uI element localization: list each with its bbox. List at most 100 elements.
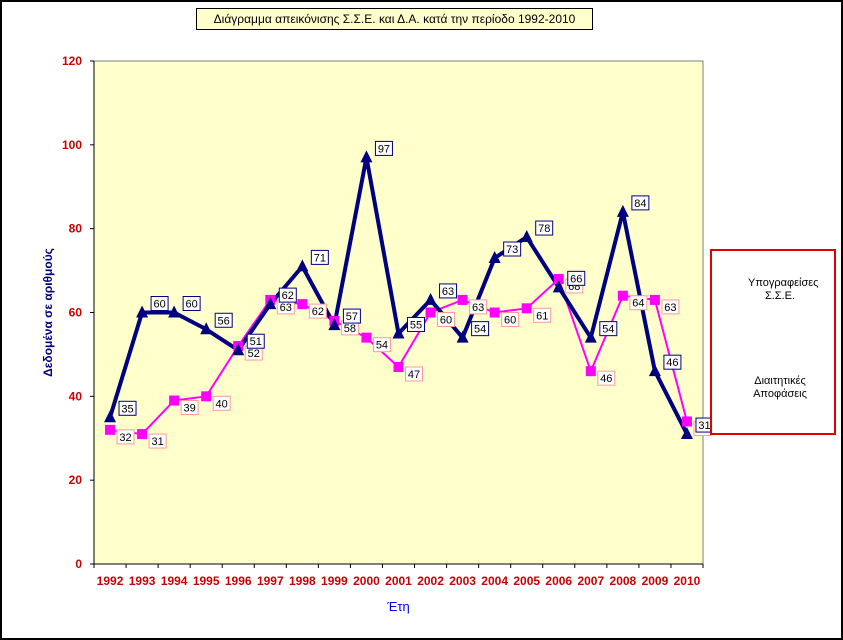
point-sse	[136, 305, 149, 318]
data-label-sse: 71	[310, 249, 329, 265]
x-tick-label: 2006	[545, 574, 572, 588]
data-label-sse-text: 51	[250, 336, 262, 348]
data-label-sse-text: 84	[634, 198, 646, 210]
data-label-sse-box	[374, 140, 393, 156]
point-sse	[584, 330, 597, 343]
data-label-da-text: 62	[312, 306, 324, 318]
data-label-da-box	[180, 400, 199, 416]
data-label-da-box	[148, 433, 167, 449]
y-tick-label: 120	[62, 54, 82, 68]
data-label-sse-box	[342, 308, 361, 324]
data-label-sse: 62	[278, 287, 297, 303]
data-label-sse-text: 54	[602, 324, 614, 336]
data-label-sse-box	[631, 195, 650, 211]
point-sse	[264, 297, 277, 310]
data-label-sse-box	[535, 220, 554, 236]
x-tick-label: 1994	[161, 574, 188, 588]
data-label-sse: 97	[374, 140, 393, 156]
data-label-sse: 51	[246, 333, 265, 349]
x-tick-label: 2000	[353, 574, 380, 588]
point-sse	[456, 330, 469, 343]
data-label-da-text: 40	[216, 398, 228, 410]
data-label-da-text: 63	[664, 302, 676, 314]
y-tick-label: 40	[69, 389, 83, 403]
data-label-sse: 66	[567, 270, 586, 286]
data-label-sse-text: 55	[410, 319, 422, 331]
x-tick-label: 2001	[385, 574, 412, 588]
data-label-da: 64	[629, 295, 648, 311]
data-label-sse-box	[503, 241, 522, 257]
point-da	[489, 307, 500, 318]
point-sse	[232, 343, 245, 356]
legend-item-sse: Υπογραφείσες Σ.Σ.Ε.	[718, 277, 834, 307]
data-label-da-text: 47	[408, 369, 420, 381]
legend: Υπογραφείσες Σ.Σ.Ε. Διαιτητικές Αποφάσει…	[710, 249, 836, 435]
data-label-sse-box	[150, 296, 169, 311]
data-label-sse-text: 60	[186, 299, 198, 311]
data-label-da: 40	[212, 395, 231, 411]
data-label-da: 39	[180, 400, 199, 416]
data-label-da-text: 52	[248, 348, 260, 360]
data-label-sse-text: 56	[218, 315, 230, 327]
data-label-sse-box	[439, 283, 458, 299]
point-da	[553, 273, 564, 284]
data-label-da: 62	[308, 303, 327, 319]
x-axis-label: Έτη	[386, 599, 410, 614]
x-tick-label: 2007	[577, 574, 604, 588]
data-label-sse: 60	[150, 296, 169, 311]
point-sse	[680, 427, 693, 440]
x-tick-label: 1992	[97, 574, 124, 588]
data-label-da-box	[437, 312, 456, 327]
x-tick-label: 1997	[257, 574, 284, 588]
point-da	[521, 303, 532, 314]
data-label-da: 60	[501, 312, 520, 327]
x-tick-label: 2002	[417, 574, 444, 588]
point-da	[617, 290, 628, 301]
point-da	[361, 332, 372, 343]
data-label-da-text: 39	[184, 403, 196, 415]
data-label-da: 47	[405, 366, 423, 382]
data-label-sse-box	[182, 296, 201, 311]
point-da	[457, 294, 468, 305]
point-da	[169, 395, 180, 406]
data-label-sse-box	[567, 270, 586, 286]
data-label-sse: 54	[599, 321, 618, 337]
x-tick-label: 1998	[289, 574, 316, 588]
data-label-sse-text: 54	[474, 324, 486, 336]
data-label-sse-box	[663, 354, 682, 370]
data-label-sse: 54	[471, 321, 490, 337]
data-label-sse-text: 97	[378, 143, 390, 155]
legend-label-da: Διαιτητικές Αποφάσεις	[753, 375, 807, 400]
data-label-da: 46	[597, 370, 616, 386]
point-da	[201, 391, 212, 402]
data-label-sse-text: 62	[282, 290, 294, 302]
x-tick-label: 2005	[513, 574, 540, 588]
x-tick-label: 1995	[193, 574, 220, 588]
data-label-da-text: 54	[376, 340, 388, 352]
data-label-da-text: 60	[504, 315, 516, 327]
data-label-da: 54	[372, 337, 391, 353]
data-label-sse-box	[471, 321, 490, 337]
data-label-da-text: 58	[344, 323, 356, 335]
point-sse	[552, 280, 565, 293]
data-label-da: 63	[469, 299, 488, 315]
data-label-sse: 57	[342, 308, 361, 324]
data-label-da-text: 63	[280, 302, 292, 314]
point-sse	[424, 292, 437, 305]
data-label-sse: 56	[214, 312, 233, 328]
point-sse	[328, 318, 341, 331]
data-label-sse: 35	[118, 400, 137, 416]
axes: 0 20 40 60 80 100 120 1992 1993 1994 1995 1996 1997 1…	[62, 54, 704, 588]
data-label-da-text: 31	[151, 436, 163, 448]
point-sse	[360, 150, 373, 163]
data-label-sse-text: 71	[314, 252, 326, 264]
legend-item-da: Διαιτητικές Αποφάσεις	[718, 375, 834, 405]
data-label-da-text: 64	[632, 298, 644, 310]
x-tick-label: 2004	[481, 574, 508, 588]
legend-label-sse: Υπογραφείσες Σ.Σ.Ε.	[748, 277, 819, 302]
data-label-da: 32	[116, 429, 135, 445]
data-label-sse-box	[118, 400, 137, 416]
x-tick-label: 2009	[642, 574, 669, 588]
point-sse	[168, 305, 181, 318]
data-label-da-box	[597, 370, 616, 386]
